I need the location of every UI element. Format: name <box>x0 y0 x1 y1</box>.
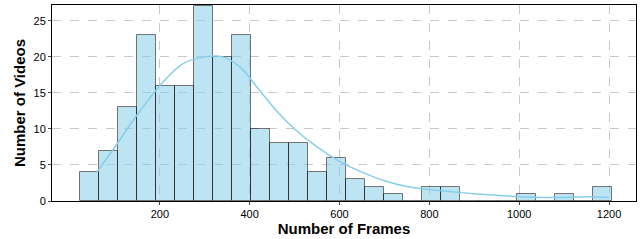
svg-text:25: 25 <box>34 15 46 27</box>
svg-text:600: 600 <box>330 208 348 220</box>
svg-text:800: 800 <box>420 208 438 220</box>
svg-text:Number of Frames: Number of Frames <box>278 220 411 237</box>
svg-text:20: 20 <box>34 51 46 63</box>
svg-text:10: 10 <box>34 123 46 135</box>
svg-text:0: 0 <box>40 195 46 207</box>
svg-text:200: 200 <box>151 208 169 220</box>
svg-text:Number of Videos: Number of Videos <box>11 39 28 167</box>
svg-text:5: 5 <box>40 159 46 171</box>
svg-text:1000: 1000 <box>507 208 531 220</box>
svg-text:15: 15 <box>34 87 46 99</box>
svg-text:400: 400 <box>240 208 258 220</box>
svg-text:1200: 1200 <box>597 208 621 220</box>
